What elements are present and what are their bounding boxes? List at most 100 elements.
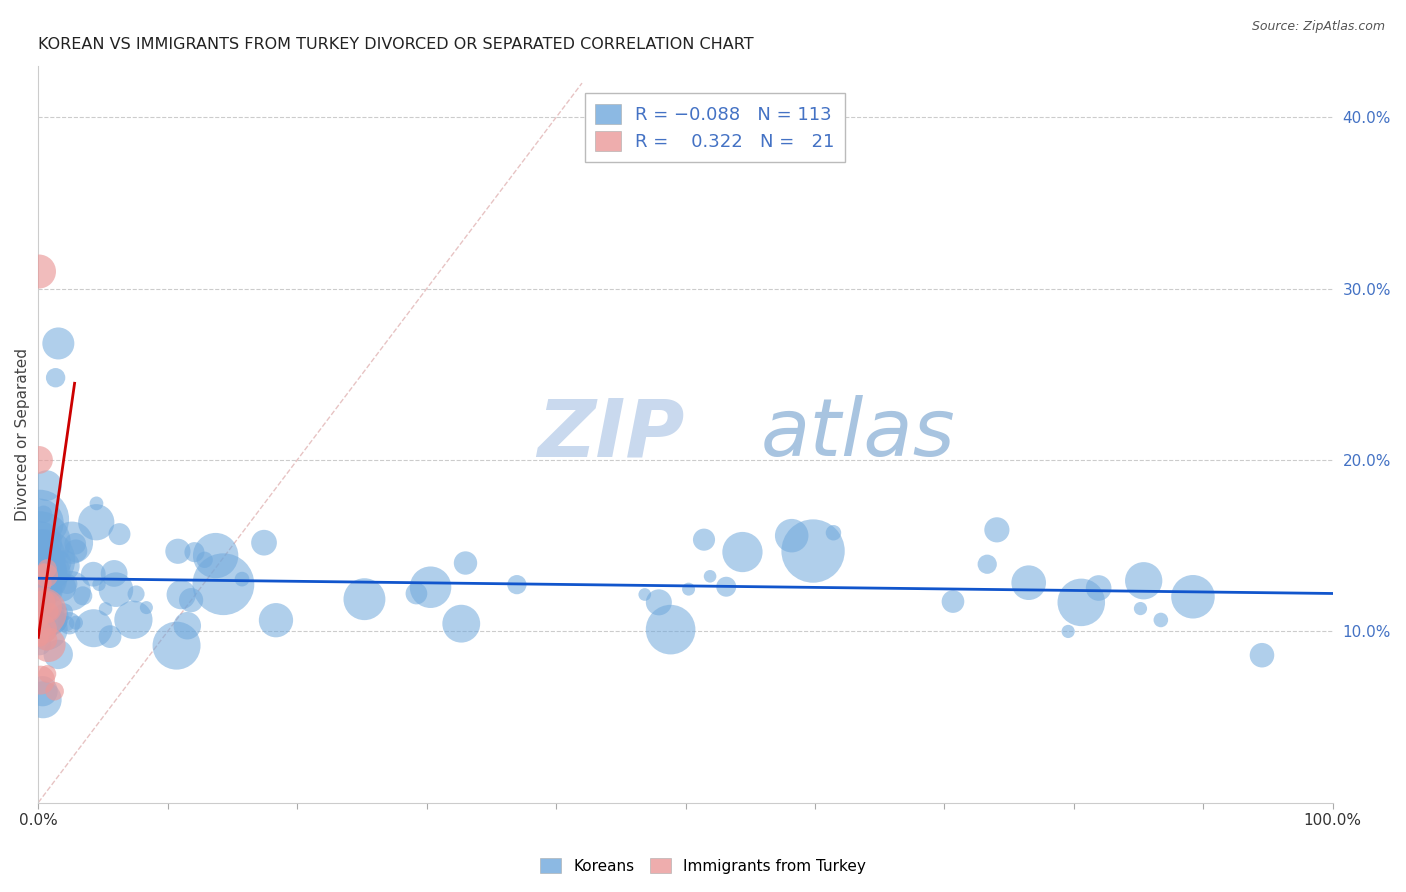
Point — [35, 568, 58, 582]
Point — [41, 584, 63, 599]
Point — [30, 615, 52, 629]
Point — [46, 336, 69, 351]
Point — [31, 576, 53, 591]
Point — [1070, 595, 1092, 609]
Point — [716, 580, 738, 594]
Point — [353, 592, 375, 607]
Point — [1057, 624, 1080, 639]
Point — [44, 684, 66, 698]
Point — [38, 574, 60, 588]
Point — [1150, 613, 1173, 627]
Point — [51, 581, 73, 595]
Point — [30, 537, 52, 551]
Point — [72, 589, 94, 603]
Point — [37, 592, 59, 607]
Point — [34, 553, 56, 567]
Point — [98, 630, 121, 644]
Point — [28, 630, 51, 644]
Point — [780, 529, 803, 543]
Point — [32, 596, 55, 610]
Point — [37, 638, 59, 652]
Point — [35, 574, 58, 589]
Point — [32, 549, 55, 564]
Point — [83, 621, 105, 635]
Point — [801, 544, 824, 558]
Point — [942, 594, 965, 608]
Point — [30, 591, 52, 605]
Point — [32, 550, 55, 565]
Point — [28, 453, 51, 467]
Point — [53, 605, 76, 619]
Point — [39, 605, 62, 619]
Point — [678, 582, 700, 596]
Point — [37, 562, 59, 576]
Text: atlas: atlas — [761, 395, 956, 474]
Point — [1018, 575, 1040, 590]
Point — [634, 587, 657, 601]
Point — [30, 632, 52, 646]
Point — [31, 605, 53, 619]
Point — [659, 623, 682, 637]
Point — [648, 595, 671, 609]
Point — [82, 567, 104, 582]
Text: Source: ZipAtlas.com: Source: ZipAtlas.com — [1251, 20, 1385, 33]
Point — [32, 692, 55, 706]
Point — [104, 582, 127, 597]
Point — [31, 684, 53, 698]
Point — [38, 609, 60, 624]
Point — [731, 545, 754, 559]
Point — [125, 587, 148, 601]
Legend: R = −0.088   N = 113, R =    0.322   N =   21: R = −0.088 N = 113, R = 0.322 N = 21 — [585, 94, 845, 162]
Point — [30, 673, 52, 687]
Point — [28, 586, 51, 600]
Point — [699, 569, 721, 583]
Point — [1132, 574, 1154, 588]
Point — [454, 556, 477, 570]
Point — [28, 512, 51, 526]
Point — [30, 613, 52, 627]
Point — [60, 535, 83, 549]
Point — [1129, 601, 1152, 615]
Point — [37, 545, 59, 559]
Point — [693, 533, 716, 547]
Point — [28, 624, 51, 638]
Point — [65, 537, 87, 551]
Point — [231, 572, 253, 586]
Point — [419, 580, 441, 594]
Point — [56, 577, 79, 591]
Point — [34, 599, 56, 614]
Point — [28, 585, 51, 599]
Point — [976, 558, 998, 572]
Point — [405, 586, 427, 600]
Point — [65, 615, 87, 630]
Point — [35, 478, 58, 492]
Point — [59, 583, 82, 598]
Text: KOREAN VS IMMIGRANTS FROM TURKEY DIVORCED OR SEPARATED CORRELATION CHART: KOREAN VS IMMIGRANTS FROM TURKEY DIVORCE… — [38, 37, 754, 53]
Point — [48, 556, 70, 570]
Point — [167, 544, 190, 558]
Point — [450, 616, 472, 631]
Point — [28, 535, 51, 549]
Point — [28, 536, 51, 550]
Point — [37, 574, 59, 588]
Point — [35, 632, 58, 647]
Point — [253, 535, 276, 549]
Point — [37, 581, 59, 595]
Point — [170, 588, 193, 602]
Point — [58, 616, 80, 631]
Point — [31, 622, 53, 636]
Point — [28, 617, 51, 632]
Point — [28, 577, 51, 591]
Point — [28, 637, 51, 651]
Point — [65, 544, 87, 558]
Point — [32, 563, 55, 577]
Point — [87, 577, 110, 591]
Point — [44, 614, 66, 628]
Point — [53, 558, 76, 573]
Point — [103, 566, 125, 581]
Point — [823, 525, 845, 540]
Point — [28, 580, 51, 594]
Point — [108, 527, 131, 541]
Point — [183, 545, 205, 559]
Point — [32, 508, 55, 522]
